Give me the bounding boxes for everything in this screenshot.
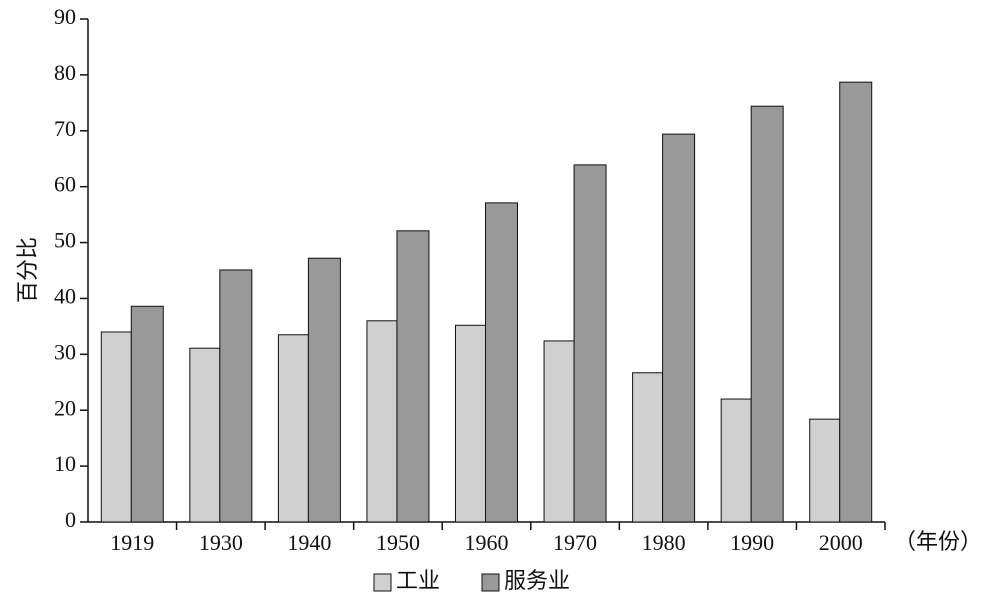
y-tick-label: 50	[54, 228, 76, 253]
bar	[455, 324, 486, 523]
bar	[632, 372, 664, 523]
bar	[277, 334, 309, 523]
bar	[750, 105, 784, 523]
y-tick-label: 90	[54, 4, 76, 29]
legend-label: 服务业	[504, 568, 570, 593]
bar	[366, 320, 398, 523]
bar	[720, 398, 752, 523]
bar	[100, 331, 132, 523]
bar	[485, 202, 518, 523]
x-tick-label: 1970	[553, 530, 597, 555]
y-tick-label: 60	[54, 172, 76, 197]
bar	[130, 305, 164, 523]
bar	[307, 257, 341, 523]
y-tick-label: 10	[54, 451, 76, 476]
y-tick-label: 0	[65, 507, 76, 532]
x-tick-label: 1980	[642, 530, 686, 555]
bar	[573, 164, 607, 523]
bar	[839, 81, 873, 523]
x-tick-label: 1950	[376, 530, 420, 555]
x-tick-label: 1960	[465, 530, 509, 555]
y-tick-label: 80	[54, 60, 76, 85]
x-tick-label: 1940	[287, 530, 331, 555]
legend-swatch	[481, 573, 500, 592]
legend-swatch	[373, 573, 392, 592]
x-tick-label: 1930	[199, 530, 243, 555]
x-axis-label: （年份）	[894, 529, 982, 554]
y-tick-label: 20	[54, 395, 76, 420]
y-tick-label: 30	[54, 339, 76, 364]
bar	[396, 230, 430, 523]
y-tick-label: 70	[54, 116, 76, 141]
bar	[543, 340, 575, 523]
bar	[809, 418, 841, 523]
bar	[662, 133, 696, 523]
y-tick-label: 40	[54, 283, 76, 308]
x-tick-label: 2000	[819, 530, 863, 555]
legend-label: 工业	[396, 568, 440, 593]
bar	[189, 347, 221, 523]
y-axis-label: 百分比	[15, 237, 40, 303]
bar	[219, 269, 253, 523]
x-tick-label: 1919	[110, 530, 154, 555]
x-tick-label: 1990	[730, 530, 774, 555]
